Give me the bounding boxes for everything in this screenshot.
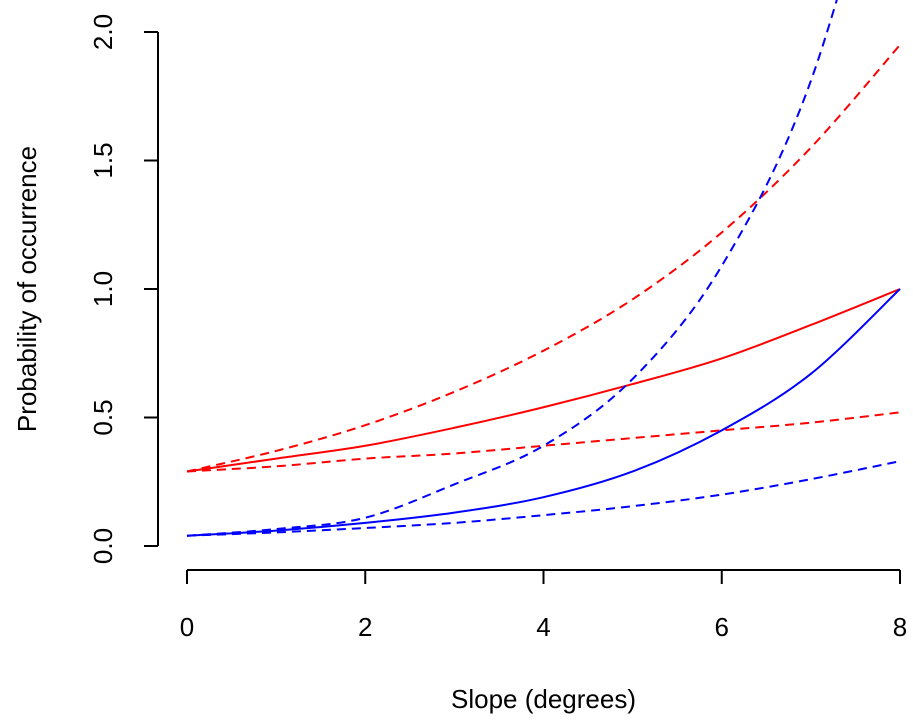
y-tick-label: 0.5 xyxy=(88,399,118,435)
y-tick-label: 1.0 xyxy=(88,271,118,307)
x-tick-label: 0 xyxy=(180,612,194,642)
series-6-dashed-line xyxy=(186,460,901,537)
series-3-dashed-line xyxy=(186,411,901,473)
series-layer xyxy=(186,0,901,537)
x-tick-label: 2 xyxy=(358,612,372,642)
x-tick-label: 4 xyxy=(536,612,550,642)
series-4-solid-line xyxy=(186,288,901,537)
axes-layer: 0 2 4 6 8 0.0 0.5 1.0 1.5 2.0 xyxy=(88,14,907,642)
x-axis-title: Slope (degrees) xyxy=(451,684,636,714)
series-5-dashed-line xyxy=(186,0,838,537)
x-tick-label: 8 xyxy=(893,612,907,642)
x-tick-label: 6 xyxy=(715,612,729,642)
y-tick-label: 2.0 xyxy=(88,14,118,50)
series-1-solid-line xyxy=(186,288,901,473)
y-axis-title: Probability of occurrence xyxy=(12,146,42,432)
series-2-dashed-line xyxy=(186,44,901,473)
y-tick-label: 0.0 xyxy=(88,528,118,564)
y-tick-label: 1.5 xyxy=(88,142,118,178)
